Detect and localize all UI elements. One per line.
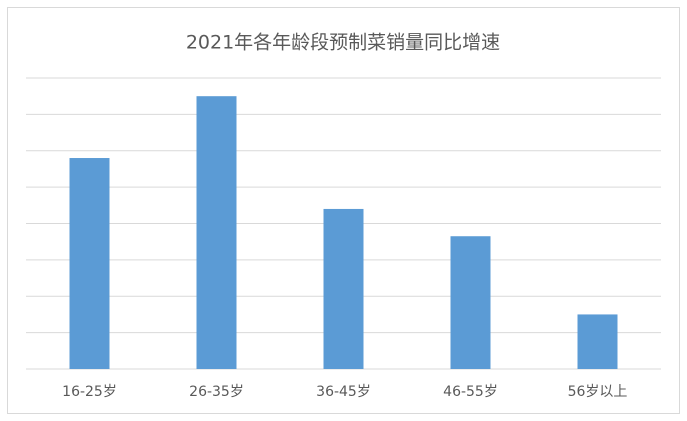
- bar: [69, 158, 110, 369]
- chart-title: 2021年各年龄段预制菜销量同比增速: [186, 32, 500, 54]
- x-tick-label: 16-25岁: [62, 384, 117, 400]
- bar: [450, 236, 491, 369]
- bar: [196, 96, 237, 369]
- bar: [577, 314, 618, 369]
- bar: [323, 208, 364, 369]
- x-tick-label: 56岁以上: [568, 384, 628, 400]
- x-tick-label: 36-45岁: [316, 384, 371, 400]
- x-tick-label: 26-35岁: [189, 384, 244, 400]
- x-tick-label: 46-55岁: [443, 384, 498, 400]
